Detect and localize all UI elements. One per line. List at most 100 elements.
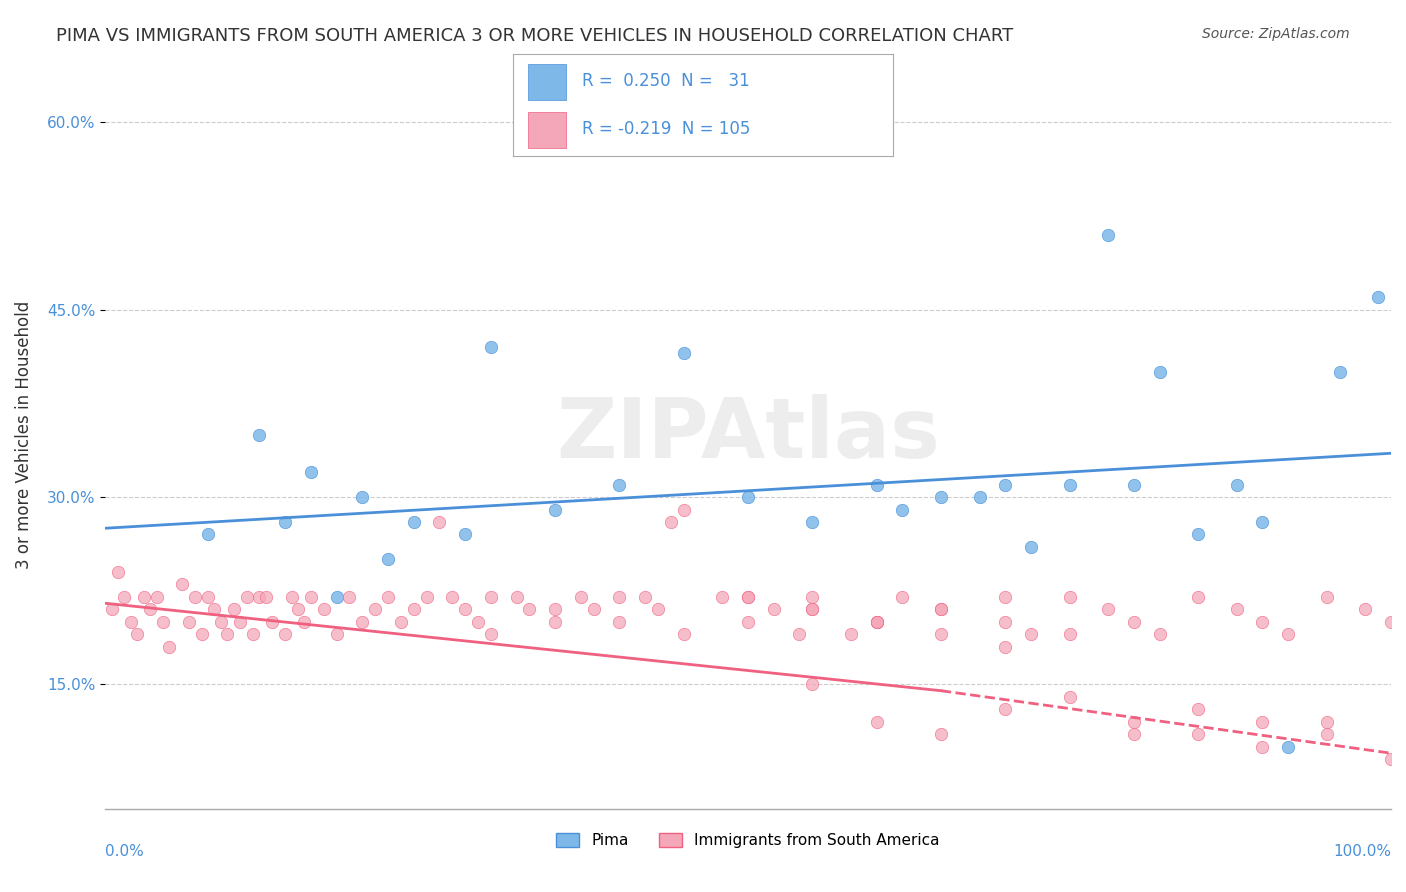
Point <box>1187 527 1209 541</box>
Point <box>177 615 200 629</box>
Point <box>1122 477 1144 491</box>
Point <box>479 340 502 354</box>
Point <box>789 627 811 641</box>
Point <box>1122 727 1144 741</box>
Point <box>441 590 464 604</box>
Point <box>569 590 592 604</box>
Point <box>364 602 387 616</box>
Text: PIMA VS IMMIGRANTS FROM SOUTH AMERICA 3 OR MORE VEHICLES IN HOUSEHOLD CORRELATIO: PIMA VS IMMIGRANTS FROM SOUTH AMERICA 3 … <box>56 27 1014 45</box>
Point <box>866 615 889 629</box>
Point <box>634 590 657 604</box>
Point <box>249 590 271 604</box>
Point <box>262 615 284 629</box>
Point <box>1367 290 1389 304</box>
Point <box>994 702 1017 716</box>
Point <box>519 602 541 616</box>
Point <box>1187 702 1209 716</box>
Point <box>1122 615 1144 629</box>
Point <box>609 477 631 491</box>
Point <box>505 590 527 604</box>
Y-axis label: 3 or more Vehicles in Household: 3 or more Vehicles in Household <box>15 301 32 568</box>
Point <box>1316 727 1339 741</box>
Point <box>929 602 952 616</box>
Point <box>1379 752 1402 766</box>
Point <box>1097 602 1119 616</box>
Point <box>544 602 567 616</box>
Text: 100.0%: 100.0% <box>1333 844 1391 859</box>
Point <box>377 590 399 604</box>
Point <box>132 590 155 604</box>
Point <box>801 602 824 616</box>
Point <box>112 590 135 604</box>
Point <box>1316 590 1339 604</box>
FancyBboxPatch shape <box>529 64 567 100</box>
Point <box>429 515 451 529</box>
Point <box>352 615 374 629</box>
Point <box>582 602 605 616</box>
Point <box>235 590 257 604</box>
Point <box>866 714 889 729</box>
Point <box>107 565 129 579</box>
Point <box>609 590 631 604</box>
Point <box>157 640 180 654</box>
Text: 0.0%: 0.0% <box>105 844 143 859</box>
Point <box>672 502 695 516</box>
Point <box>479 627 502 641</box>
Point <box>1379 615 1402 629</box>
Point <box>1251 615 1274 629</box>
Point <box>1277 739 1299 754</box>
Point <box>737 615 759 629</box>
Point <box>891 590 914 604</box>
Point <box>1251 714 1274 729</box>
Point <box>801 515 824 529</box>
Point <box>202 602 225 616</box>
Point <box>866 615 889 629</box>
Point <box>197 527 219 541</box>
Point <box>647 602 669 616</box>
Point <box>127 627 149 641</box>
Point <box>479 590 502 604</box>
Point <box>891 502 914 516</box>
Text: R =  0.250  N =   31: R = 0.250 N = 31 <box>582 72 749 90</box>
Point <box>1329 365 1351 379</box>
Point <box>1277 627 1299 641</box>
Point <box>1251 515 1274 529</box>
Point <box>299 590 322 604</box>
Text: R = -0.219  N = 105: R = -0.219 N = 105 <box>582 120 749 138</box>
Point <box>801 602 824 616</box>
Point <box>1251 739 1274 754</box>
Point <box>994 477 1017 491</box>
Point <box>929 627 952 641</box>
Point <box>866 477 889 491</box>
Point <box>152 615 174 629</box>
Point <box>994 615 1017 629</box>
FancyBboxPatch shape <box>529 112 567 148</box>
Point <box>1187 590 1209 604</box>
Point <box>1122 714 1144 729</box>
Point <box>172 577 194 591</box>
Point <box>229 615 252 629</box>
Point <box>222 602 245 616</box>
Point <box>929 602 952 616</box>
Point <box>312 602 335 616</box>
Point <box>544 502 567 516</box>
Point <box>120 615 142 629</box>
Point <box>339 590 361 604</box>
Point <box>1019 627 1042 641</box>
Point <box>389 615 412 629</box>
Point <box>737 590 759 604</box>
Point <box>254 590 277 604</box>
Point <box>929 490 952 504</box>
Point <box>197 590 219 604</box>
Point <box>249 427 271 442</box>
Point <box>467 615 489 629</box>
Point <box>280 590 302 604</box>
Point <box>190 627 212 641</box>
Point <box>994 590 1017 604</box>
Point <box>139 602 162 616</box>
Legend: Pima, Immigrants from South America: Pima, Immigrants from South America <box>550 827 946 855</box>
Point <box>1149 365 1171 379</box>
Point <box>1019 540 1042 554</box>
Text: ZIPAtlas: ZIPAtlas <box>557 394 941 475</box>
Point <box>1226 477 1249 491</box>
